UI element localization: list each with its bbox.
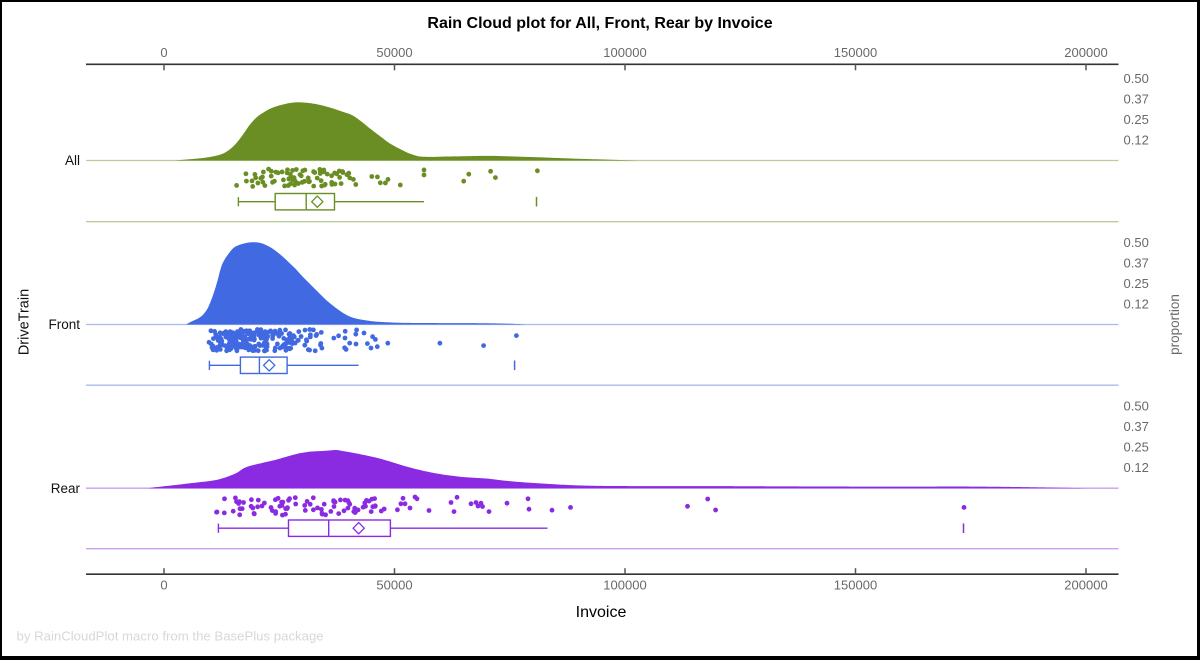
svg-text:0: 0 [160,578,167,593]
svg-text:50000: 50000 [376,578,412,593]
svg-text:150000: 150000 [834,45,877,60]
svg-text:0.50: 0.50 [1124,71,1149,86]
svg-text:0.50: 0.50 [1124,235,1149,250]
svg-text:proportion: proportion [1167,294,1182,355]
svg-text:Rear: Rear [51,481,81,496]
svg-text:0.37: 0.37 [1124,92,1149,107]
svg-text:All: All [65,153,80,168]
svg-text:0.12: 0.12 [1124,297,1149,312]
svg-text:200000: 200000 [1064,45,1107,60]
svg-text:0: 0 [160,45,167,60]
svg-text:Invoice: Invoice [576,604,627,621]
svg-text:0.25: 0.25 [1124,112,1149,127]
svg-text:0.50: 0.50 [1124,399,1149,414]
svg-text:150000: 150000 [834,578,877,593]
svg-text:0.25: 0.25 [1124,440,1149,455]
svg-text:by RainCloudPlot macro from th: by RainCloudPlot macro from the BasePlus… [17,629,324,644]
svg-text:50000: 50000 [376,45,412,60]
svg-text:Front: Front [48,317,80,332]
svg-text:100000: 100000 [603,45,646,60]
svg-text:DriveTrain: DriveTrain [17,289,33,355]
svg-text:0.25: 0.25 [1124,276,1149,291]
svg-text:0.37: 0.37 [1124,419,1149,434]
svg-text:0.12: 0.12 [1124,133,1149,148]
svg-text:0.37: 0.37 [1124,256,1149,271]
svg-text:0.12: 0.12 [1124,460,1149,475]
svg-text:Rain Cloud plot for All, Front: Rain Cloud plot for All, Front, Rear by … [427,15,772,32]
svg-text:200000: 200000 [1064,578,1107,593]
svg-text:100000: 100000 [603,578,646,593]
